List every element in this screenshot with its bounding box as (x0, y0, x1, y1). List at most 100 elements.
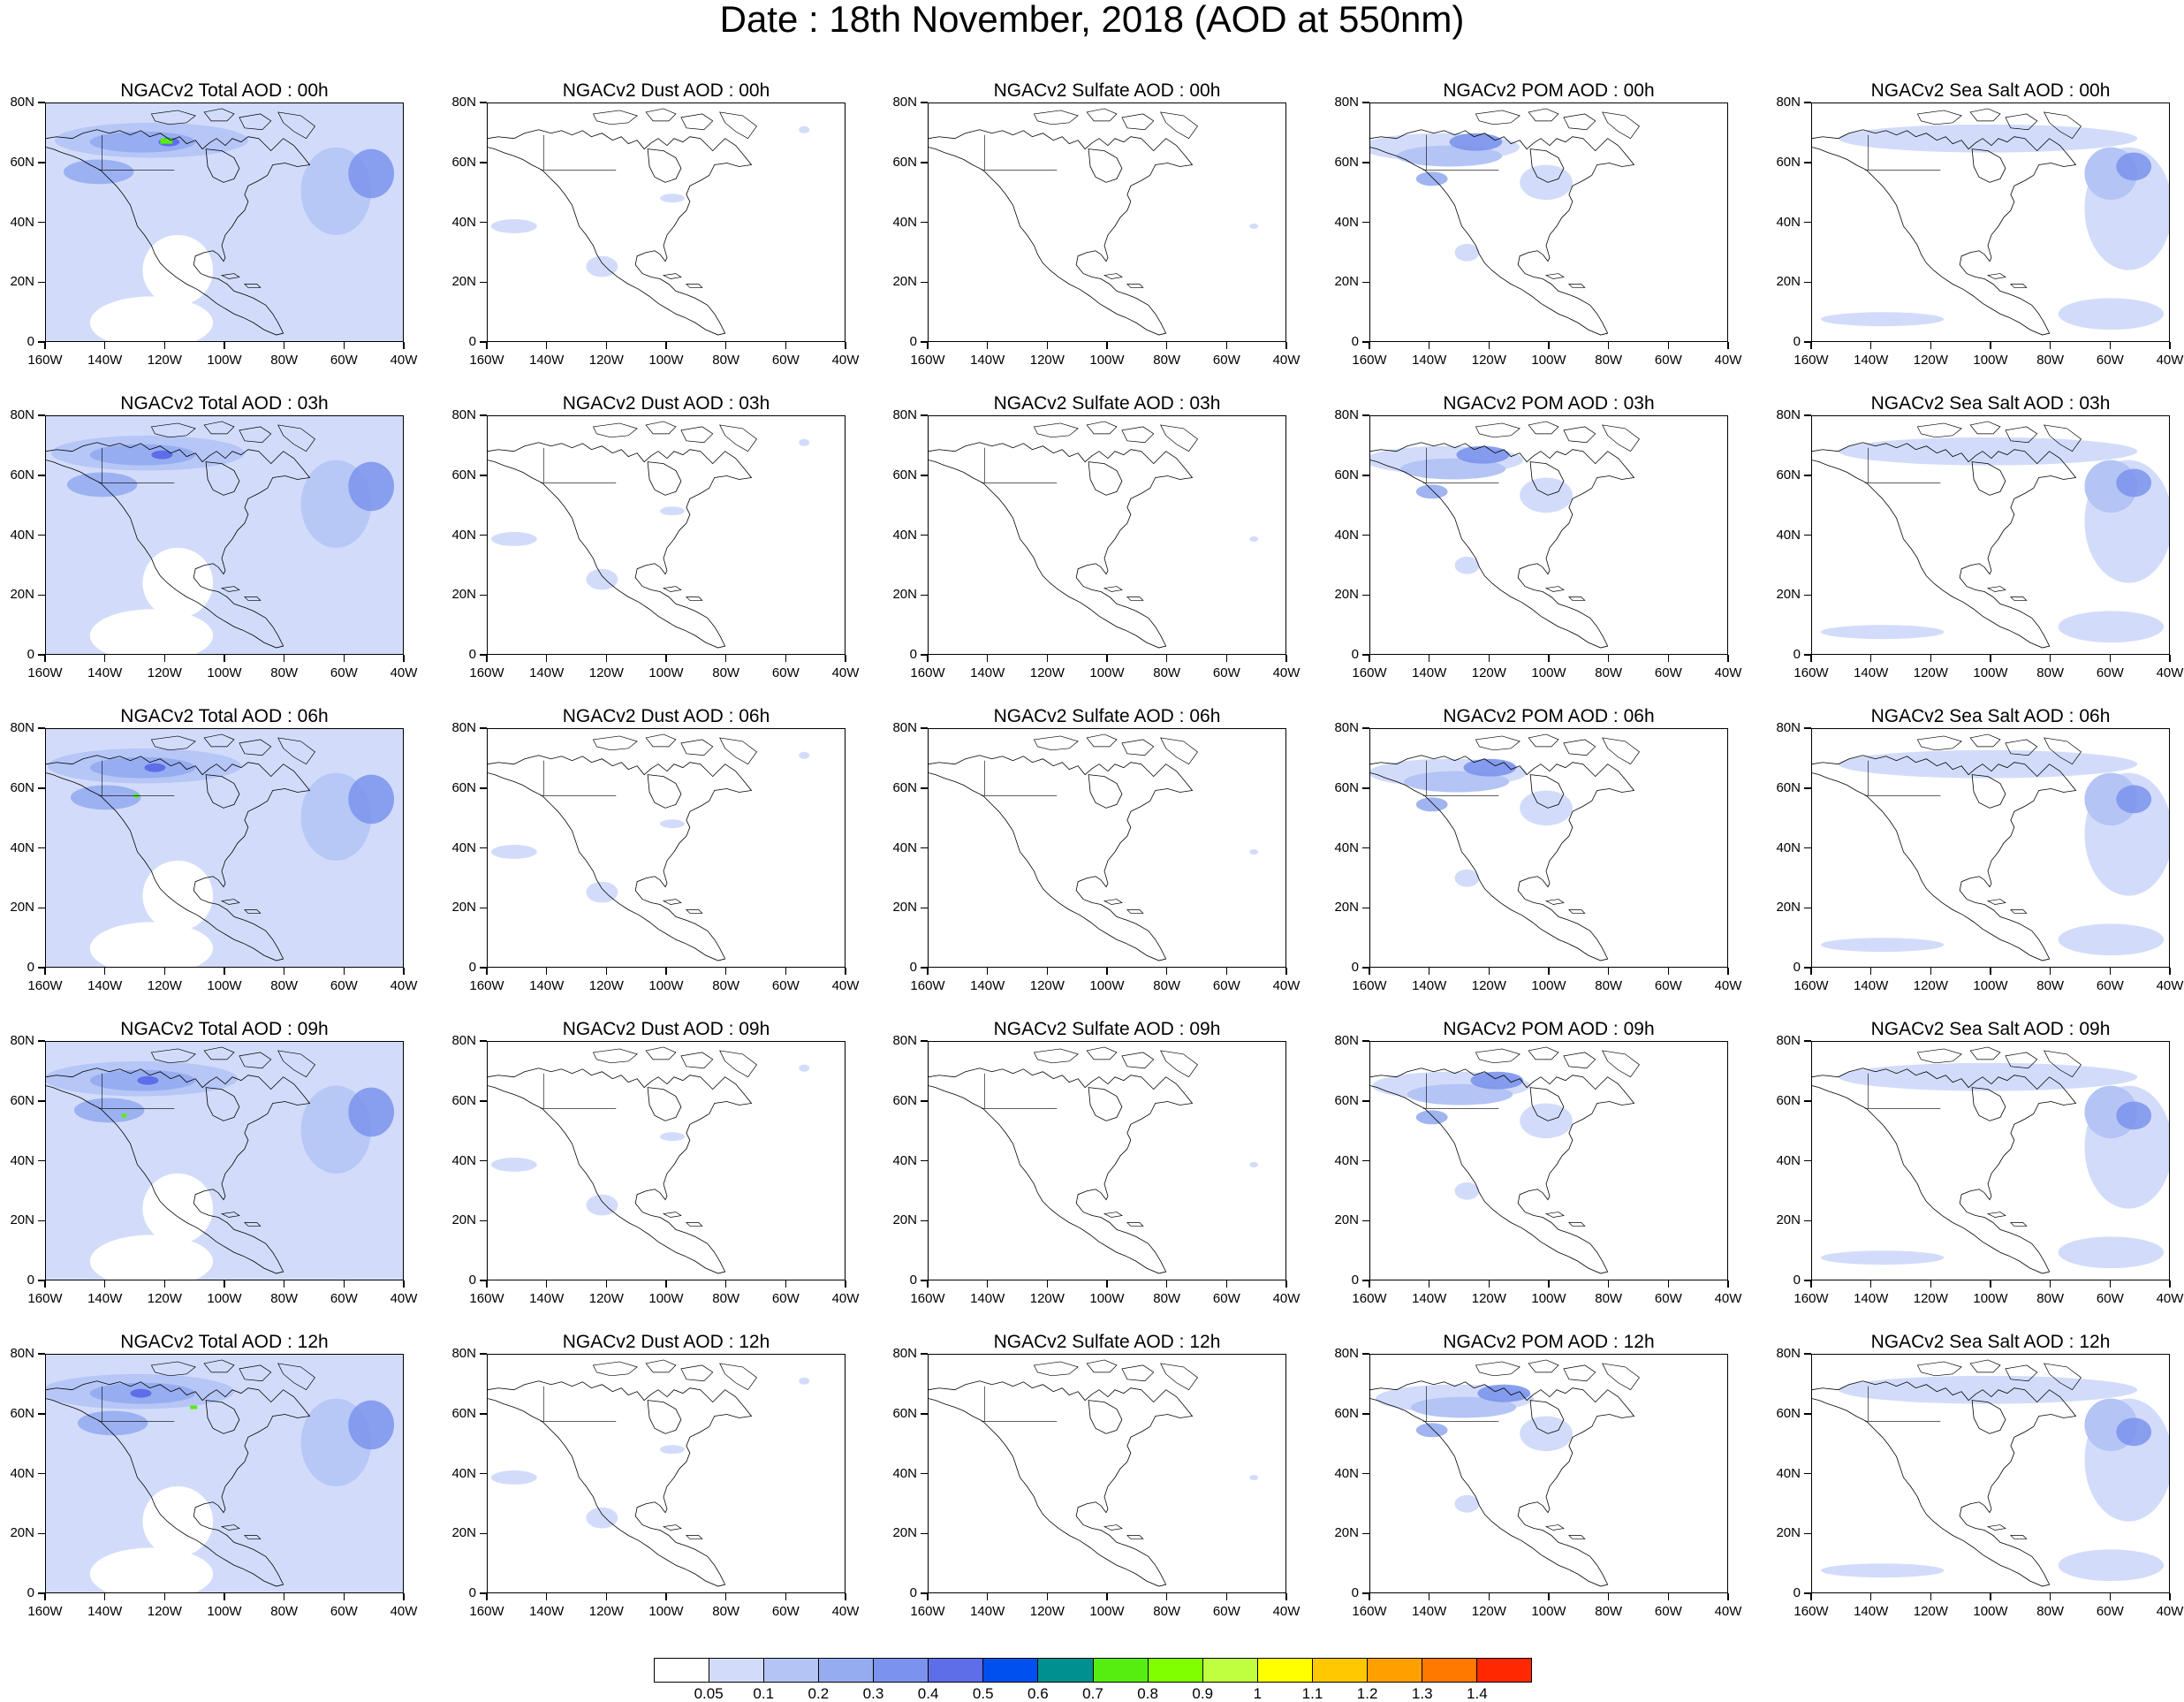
x-tick (1667, 968, 1670, 975)
y-tick-label: 20N (451, 1212, 476, 1228)
x-tick-label: 100W (1531, 978, 1566, 993)
x-tick (1369, 1280, 1370, 1288)
coastline (46, 755, 311, 961)
aod-field (1249, 536, 1259, 542)
island (1475, 422, 1520, 438)
political-border (1422, 1386, 1499, 1422)
x-tick-label: 140W (1412, 1604, 1447, 1619)
island (239, 426, 272, 444)
y-tick (38, 1100, 45, 1102)
x-tick-label: 160W (1793, 1604, 1829, 1619)
island (239, 1364, 272, 1382)
island (203, 1359, 235, 1373)
y-tick (38, 1353, 45, 1355)
map-panel-total-06h: NGACv2 Total AOD : 06h 80N 60N 40N 20N 0 160W 1… (0, 707, 424, 1016)
x-tick-label: 60W (771, 978, 800, 993)
panel-title: NGACv2 Sulfate AOD : 09h (993, 1019, 1221, 1039)
y-tick (38, 907, 45, 908)
island (2044, 424, 2082, 452)
map-panel-seasalt-03h: NGACv2 Sea Salt AOD : 03h 80N 60N 40N 20N 0 16… (1766, 394, 2184, 703)
map-panel-seasalt-12h: NGACv2 Sea Salt AOD : 12h 80N 60N 40N 20N 0 16… (1766, 1333, 2184, 1642)
colorbar-swatch (655, 1659, 710, 1682)
y-tick (921, 534, 928, 536)
map-plot-area (1369, 415, 1728, 655)
x-tick (1285, 968, 1287, 975)
x-tick (1727, 968, 1729, 975)
y-tick-label: 40N (10, 840, 34, 855)
x-tick-label: 100W (1089, 1604, 1125, 1619)
y-tick (1804, 414, 1811, 416)
island (1602, 111, 1640, 140)
x-tick (1548, 655, 1550, 662)
map-panel-sulfate-09h: NGACv2 Sulfate AOD : 09h 80N 60N 40N 20N 0 160… (883, 1020, 1307, 1329)
x-tick-label: 40W (831, 665, 860, 680)
y-tick-label: 20N (892, 1212, 917, 1228)
y-tick (1362, 102, 1369, 103)
y-tick-label: 0 (27, 1585, 34, 1600)
island (2010, 284, 2028, 288)
y-tick (1362, 787, 1369, 789)
x-tick (224, 1280, 225, 1288)
island (1544, 586, 1565, 592)
island (686, 1222, 703, 1227)
colorbar-label: 1 (1253, 1685, 1263, 1702)
y-tick-label: 20N (451, 274, 476, 290)
y-tick (921, 1413, 928, 1415)
x-tick-label: 40W (831, 978, 860, 993)
x-tick (1369, 1593, 1370, 1600)
x-tick-label: 160W (469, 353, 504, 368)
x-tick-label: 160W (910, 665, 945, 680)
x-tick-label: 60W (1212, 353, 1240, 368)
y-tick-label: 60N (1776, 779, 1801, 795)
island (645, 733, 677, 748)
x-tick (1225, 1280, 1228, 1288)
map-plot-area (45, 103, 404, 342)
y-tick-label: 20N (1334, 587, 1359, 603)
coastline (46, 1380, 311, 1587)
y-tick (480, 594, 487, 596)
y-tick (1362, 1159, 1369, 1162)
map-plot-area (1811, 1354, 2170, 1593)
y-tick-label: 20N (892, 587, 917, 603)
y-tick-label: 20N (1776, 1212, 1801, 1228)
x-tick (2049, 342, 2051, 349)
island (1126, 1535, 1144, 1539)
y-tick (1804, 475, 1811, 476)
hudson-bay (647, 774, 682, 809)
island (686, 596, 703, 601)
hudson-bay (1088, 461, 1123, 496)
x-tick (1165, 968, 1168, 975)
y-tick-label: 40N (892, 1465, 917, 1481)
y-tick (38, 162, 45, 163)
aod-field (490, 438, 810, 590)
coastline (488, 1068, 753, 1274)
map-panel-dust-00h: NGACv2 Dust AOD : 00h 80N 60N 40N 20N 0 160W 14… (442, 81, 866, 391)
panel-title: NGACv2 Sea Salt AOD : 12h (1870, 1332, 2111, 1352)
island (150, 110, 196, 125)
x-tick (1810, 1593, 1812, 1600)
island (1126, 596, 1144, 601)
x-tick-label: 80W (2036, 665, 2065, 680)
hudson-bay (647, 461, 682, 496)
aod-map (488, 1359, 810, 1587)
island (1033, 735, 1079, 751)
map-plot-area (1369, 1041, 1728, 1280)
map-plot-area (1811, 415, 2170, 655)
y-tick-label: 0 (1351, 334, 1359, 349)
island (244, 596, 262, 601)
island (1916, 110, 1962, 125)
island (719, 1363, 757, 1391)
political-border (1864, 760, 1941, 796)
hudson-bay (1088, 1400, 1123, 1434)
x-tick (1990, 342, 1991, 349)
island (150, 422, 196, 438)
island (1602, 1363, 1640, 1391)
y-tick-label: 80N (1776, 95, 1801, 110)
hudson-bay (647, 1087, 682, 1121)
political-border (98, 447, 175, 483)
y-tick (38, 1472, 45, 1475)
coastline (929, 1380, 1194, 1587)
y-tick (480, 1472, 487, 1475)
coastline (488, 442, 753, 649)
political-border (981, 1073, 1058, 1109)
